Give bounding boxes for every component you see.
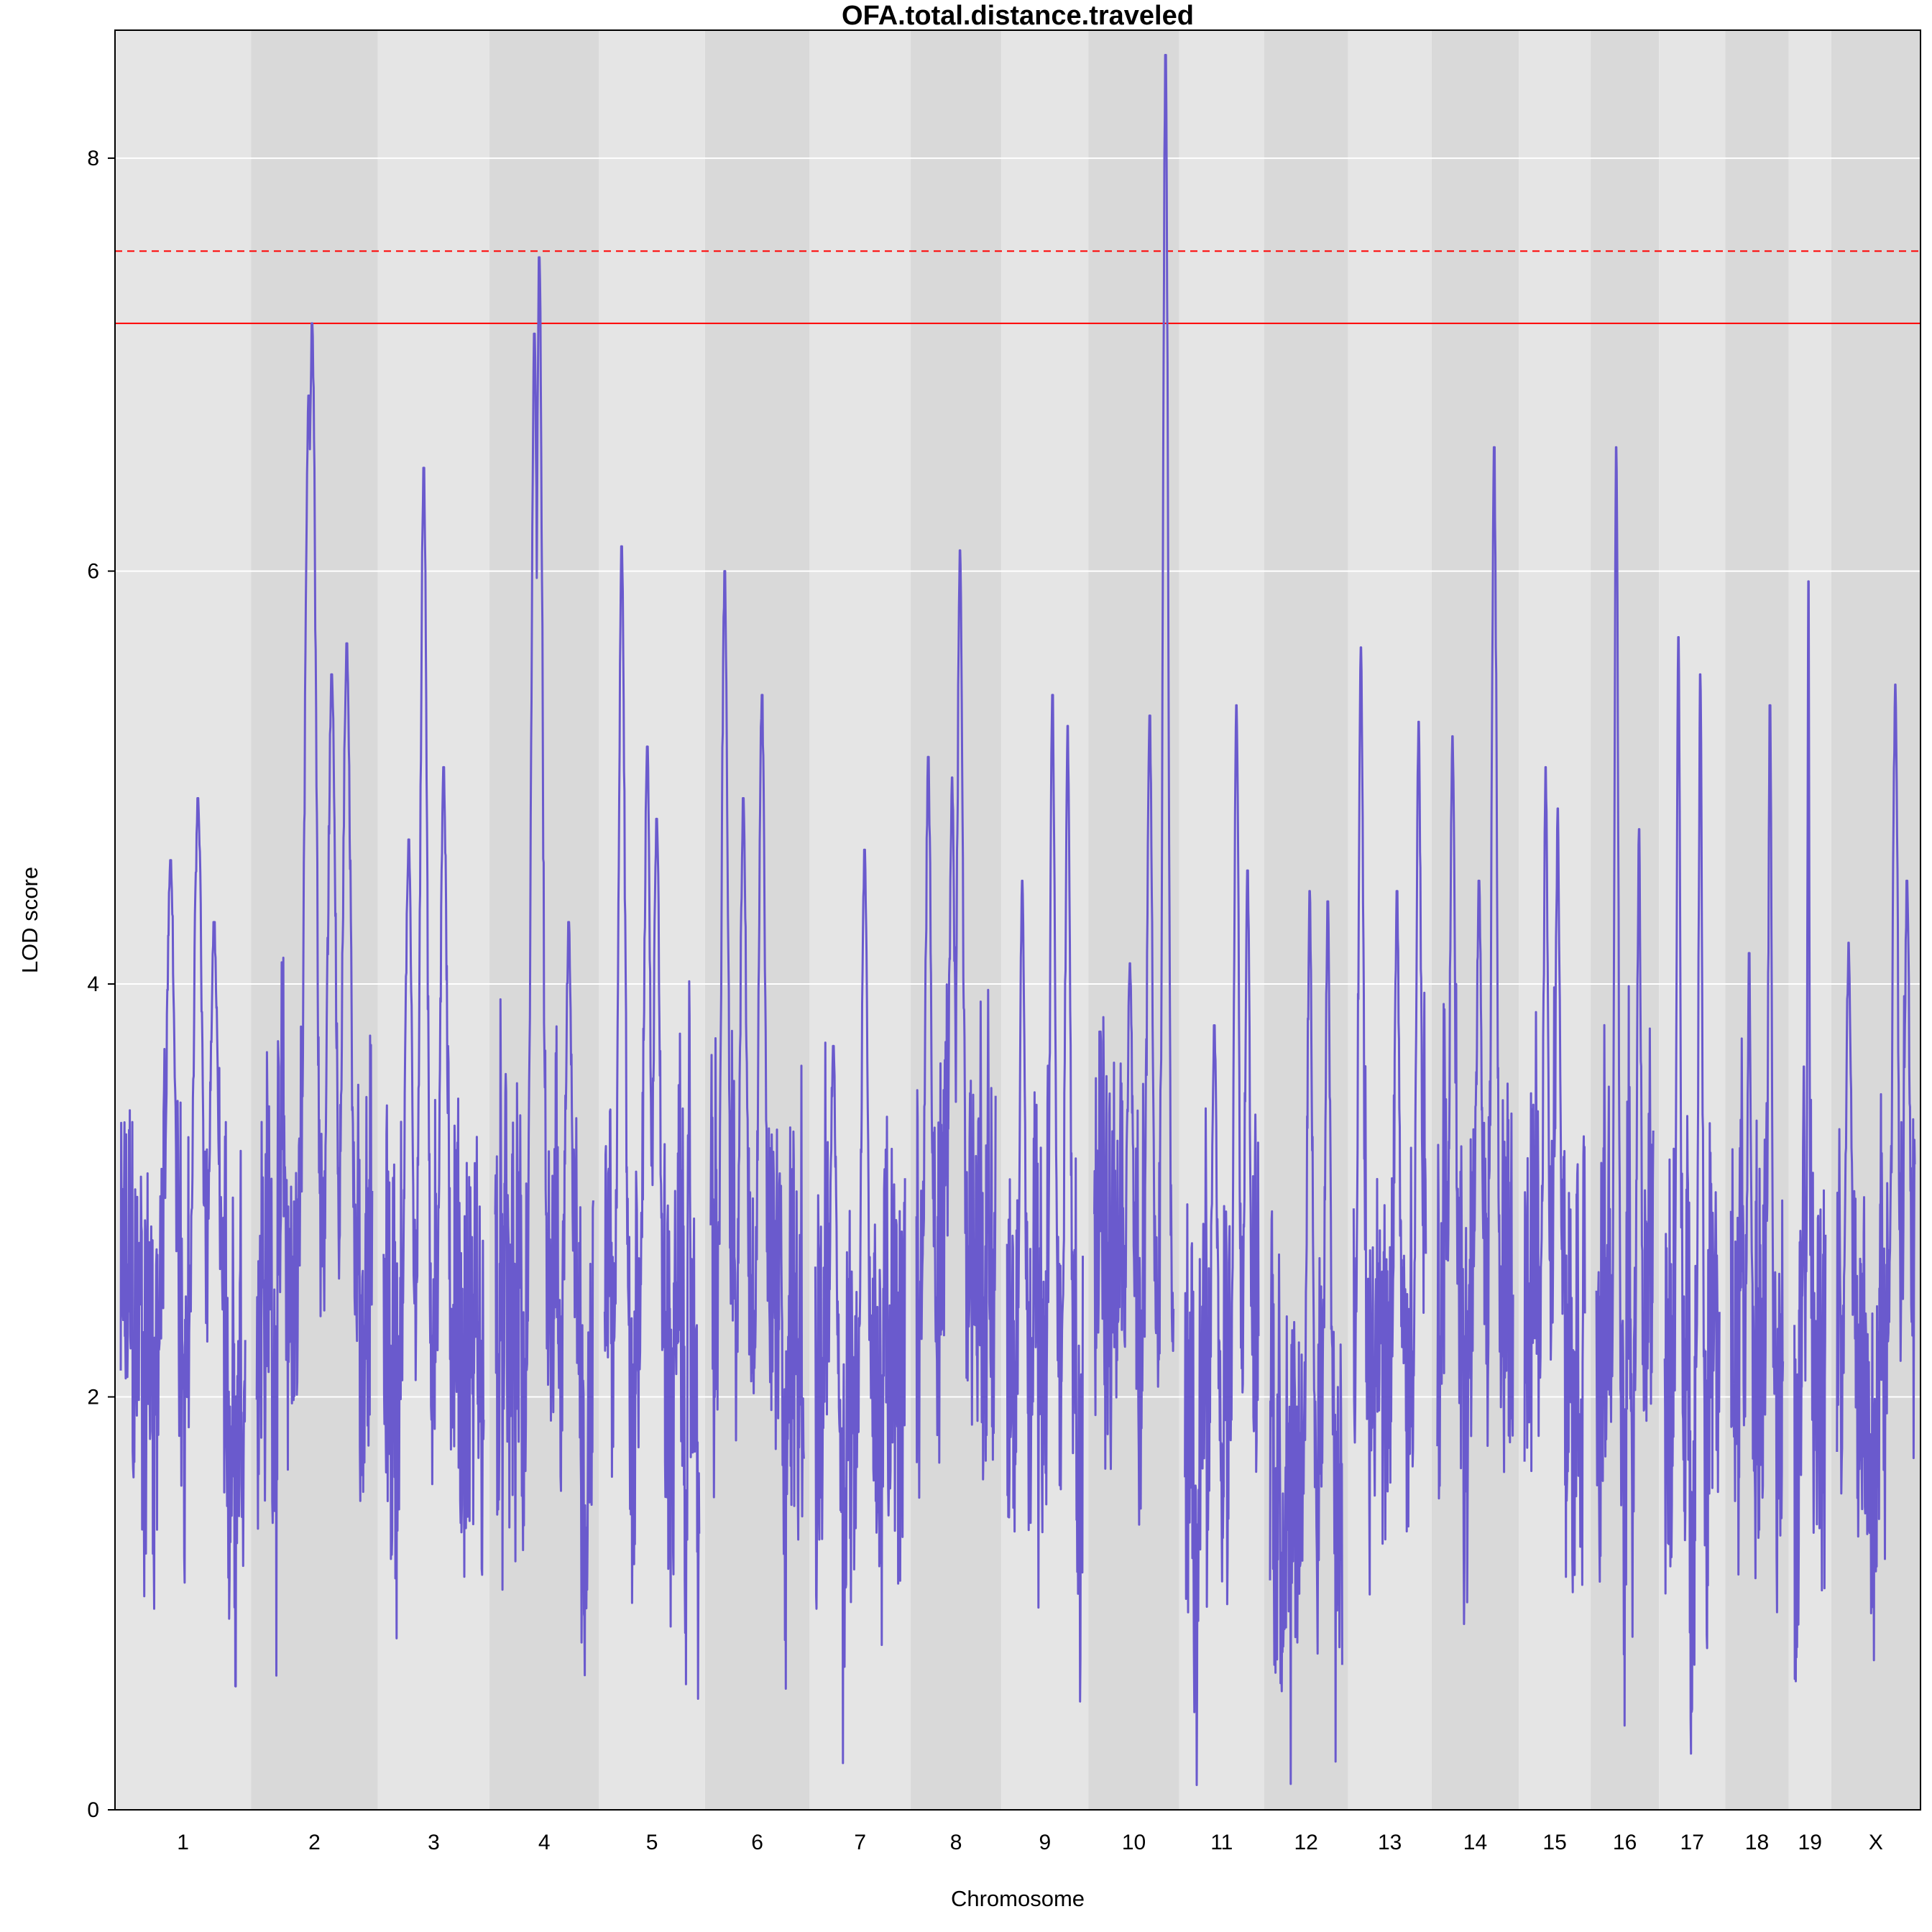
x-tick-label-15: 15 xyxy=(1542,1831,1566,1854)
x-tick-label-4: 4 xyxy=(538,1831,551,1854)
lod-trace-chr-19 xyxy=(1793,580,1827,1683)
chromosome-band-14 xyxy=(1431,30,1519,1810)
y-tick-label-4: 4 xyxy=(87,972,99,996)
lod-trace-chr-16 xyxy=(1595,446,1655,1727)
x-axis: 1 2 3 4 5 6 7 8 9 10 11 12 13 14 15 16 17 18 19 X xyxy=(177,1831,1883,1854)
lod-trace-chr-15 xyxy=(1523,765,1586,1593)
lod-trace-chr-13 xyxy=(1352,646,1427,1596)
x-tick-label-17: 17 xyxy=(1680,1831,1704,1854)
chromosome-band-5 xyxy=(599,30,705,1810)
chromosome-band-13 xyxy=(1348,30,1432,1810)
x-tick-label-16: 16 xyxy=(1613,1831,1637,1854)
x-tick-label-5: 5 xyxy=(646,1831,658,1854)
chromosome-band-10 xyxy=(1088,30,1179,1810)
y-tick-label-8: 8 xyxy=(87,147,99,170)
chromosome-bands xyxy=(115,30,1920,1810)
x-tick-label-3: 3 xyxy=(428,1831,440,1854)
x-axis-title: Chromosome xyxy=(951,1886,1085,1911)
y-axis: 0 2 4 6 8 xyxy=(87,147,115,1822)
x-tick-label-11: 11 xyxy=(1210,1831,1233,1854)
lod-trace-chr-17 xyxy=(1663,636,1721,1755)
x-tick-label-9: 9 xyxy=(1039,1831,1051,1854)
lod-trace-chr-14 xyxy=(1436,446,1514,1625)
chromosome-band-2 xyxy=(251,30,378,1810)
x-tick-label-1: 1 xyxy=(177,1831,189,1854)
lod-trace-chr-1 xyxy=(119,797,247,1688)
lod-trace-chr-3 xyxy=(382,466,485,1639)
y-tick-label-6: 6 xyxy=(87,560,99,584)
chromosome-band-9 xyxy=(1001,30,1089,1810)
lod-trace-chr-5 xyxy=(603,545,701,1700)
lod-trace-chr-12 xyxy=(1269,890,1343,1785)
x-tick-label-6: 6 xyxy=(751,1831,763,1854)
lod-trace-chr-6 xyxy=(709,570,805,1690)
x-tick-label-14: 14 xyxy=(1463,1831,1487,1854)
plot-frame xyxy=(114,29,1921,1811)
y-tick-label-2: 2 xyxy=(87,1386,99,1409)
chromosome-band-18 xyxy=(1725,30,1789,1810)
x-tick-label-12: 12 xyxy=(1294,1831,1318,1854)
chart-title: OFA.total.distance.traveled xyxy=(842,1,1194,31)
lod-trace-chr-8 xyxy=(915,549,997,1499)
chromosome-band-15 xyxy=(1519,30,1591,1810)
lod-trace-chr-4 xyxy=(494,256,594,1677)
lod-trace-chr-10 xyxy=(1093,54,1175,1526)
x-tick-label-7: 7 xyxy=(854,1831,866,1854)
lod-trace-chr-11 xyxy=(1184,704,1260,1786)
x-tick-label-10: 10 xyxy=(1122,1831,1146,1854)
x-tick-label-X: X xyxy=(1869,1831,1883,1854)
chromosome-band-7 xyxy=(809,30,911,1810)
x-tick-label-18: 18 xyxy=(1745,1831,1769,1854)
lod-trace-chr-X xyxy=(1836,684,1916,1662)
lod-trace-chr-9 xyxy=(1006,694,1084,1703)
lod-trace-chr-18 xyxy=(1729,704,1785,1614)
y-axis-title: LOD score xyxy=(17,867,42,973)
y-tick-label-0: 0 xyxy=(87,1798,99,1822)
x-tick-label-19: 19 xyxy=(1798,1831,1822,1854)
x-tick-label-13: 13 xyxy=(1378,1831,1402,1854)
lod-traces xyxy=(119,54,1916,1786)
x-tick-label-2: 2 xyxy=(308,1831,321,1854)
x-tick-label-8: 8 xyxy=(950,1831,962,1854)
lod-trace-chr-2 xyxy=(255,322,374,1677)
lod-trace-chr-7 xyxy=(814,848,906,1765)
threshold-lines xyxy=(115,250,1920,324)
